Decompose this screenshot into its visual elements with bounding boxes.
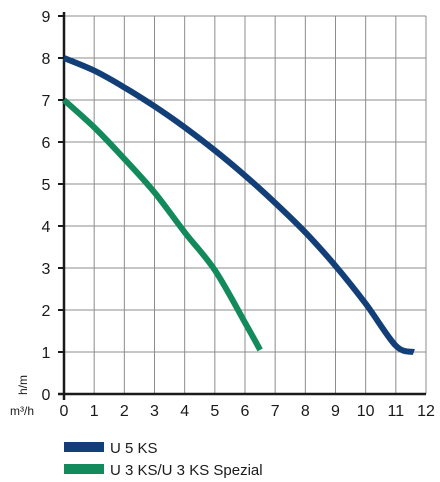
x-tick-label: 1 xyxy=(90,403,99,420)
grid xyxy=(63,15,427,395)
axes xyxy=(58,12,426,400)
y-tick-label: 7 xyxy=(42,93,51,110)
x-axis-unit-label: m³/h xyxy=(10,404,34,418)
y-tick-label: 4 xyxy=(42,219,51,236)
y-tick-label: 8 xyxy=(42,51,51,68)
x-tick-label: 11 xyxy=(388,403,405,420)
x-tick-label: 9 xyxy=(331,403,340,420)
legend-swatch-1 xyxy=(64,442,104,452)
y-tick-label: 6 xyxy=(42,135,51,152)
legend-swatch-2 xyxy=(64,464,104,474)
y-tick-label: 1 xyxy=(42,345,51,362)
legend-label-1: U 5 KS xyxy=(110,440,158,457)
y-tick-label: 3 xyxy=(42,261,51,278)
x-tick-label: 2 xyxy=(120,403,129,420)
x-tick-label: 6 xyxy=(241,403,250,420)
y-tick-label: 2 xyxy=(42,303,51,320)
x-tick-label: 3 xyxy=(150,403,159,420)
x-tick-label: 7 xyxy=(271,403,280,420)
x-tick-label: 0 xyxy=(60,403,69,420)
series-group xyxy=(61,55,415,355)
x-tick-label: 10 xyxy=(357,403,375,420)
series-line-2 xyxy=(61,97,263,352)
x-tick-label: 12 xyxy=(417,403,435,420)
legend: U 5 KS U 3 KS/U 3 KS Spezial xyxy=(64,440,263,479)
series-line-1 xyxy=(62,55,415,355)
y-tick-label: 9 xyxy=(42,9,51,26)
x-tick-label: 5 xyxy=(210,403,219,420)
x-tick-label: 4 xyxy=(180,403,189,420)
legend-label-2: U 3 KS/U 3 KS Spezial xyxy=(110,462,263,479)
y-axis-unit-label: h/m xyxy=(16,375,30,395)
y-tick-label: 0 xyxy=(42,387,51,404)
x-tick-label: 8 xyxy=(301,403,310,420)
y-tick-label: 5 xyxy=(42,177,51,194)
